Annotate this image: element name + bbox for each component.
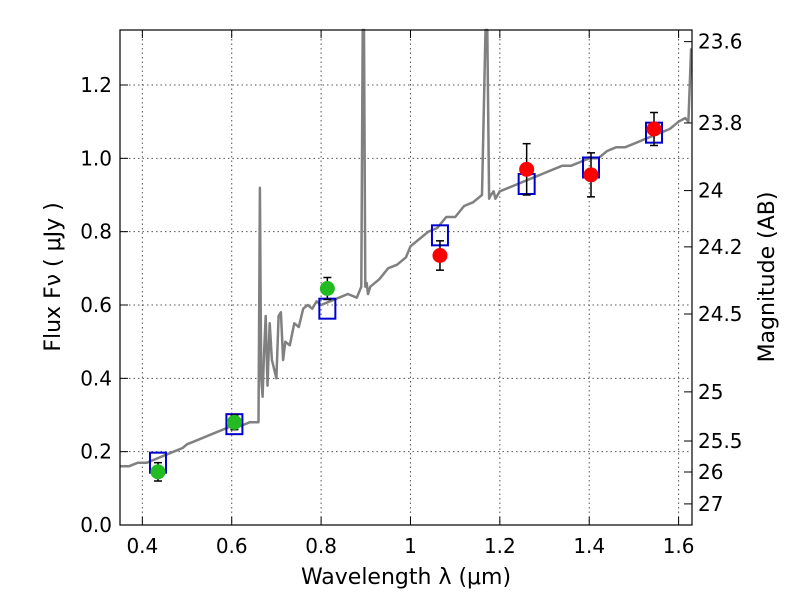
y2-tick-label: 26 <box>698 460 723 484</box>
model-sed-line <box>120 28 693 468</box>
grid <box>120 30 692 526</box>
x-tick-label: 0.6 <box>216 534 248 558</box>
x-tick-label: 1 <box>404 534 417 558</box>
y2-tick-label: 24 <box>698 179 723 203</box>
photometry-point <box>519 161 535 177</box>
y2-tick-label: 27 <box>698 492 723 516</box>
photometry-point <box>150 464 166 480</box>
synthetic-flux-marker <box>225 413 244 436</box>
photometry-point <box>646 121 662 137</box>
x-tick-label: 0.8 <box>305 534 337 558</box>
y-tick-label: 0.6 <box>80 293 112 317</box>
y2-tick-label: 23.6 <box>698 30 743 54</box>
axis-ticks: 0.4 0.6 0.8 1 1.2 1.4 1.6 0.0 0.2 0.4 0.6 0.8 1.0 1.2… <box>80 30 742 558</box>
photometry-markers <box>148 111 664 482</box>
y-tick-label: 0.2 <box>80 440 112 464</box>
photometry-point <box>226 414 242 430</box>
photometry-point <box>583 167 599 183</box>
y-tick-label: 0.0 <box>80 513 112 537</box>
y-tick-label: 0.4 <box>80 366 112 390</box>
y2-tick-label: 25 <box>698 380 723 404</box>
y2-tick-label: 23.8 <box>698 111 743 135</box>
x-tick-label: 0.4 <box>126 534 158 558</box>
model-sed <box>120 28 693 468</box>
plot-frame <box>119 29 693 526</box>
photometry-point <box>432 248 448 263</box>
y-axis-label: Flux Fν ( μJy ) <box>41 202 66 351</box>
y-tick-label: 0.8 <box>80 220 112 244</box>
x-tick-label: 1.2 <box>484 534 516 558</box>
y-tick-label: 1.0 <box>80 146 112 170</box>
photometry-point <box>319 281 335 296</box>
y2-tick-label: 24.5 <box>698 302 743 326</box>
y2-axis-label: Magnitude (AB) <box>755 192 780 363</box>
y2-tick-label: 25.5 <box>698 429 743 453</box>
x-axis-label: Wavelength λ (μm) <box>301 565 511 590</box>
x-tick-label: 1.4 <box>573 534 605 558</box>
y2-tick-label: 24.2 <box>698 235 743 259</box>
x-tick-label: 1.6 <box>663 534 695 558</box>
y-tick-label: 1.2 <box>80 73 112 97</box>
